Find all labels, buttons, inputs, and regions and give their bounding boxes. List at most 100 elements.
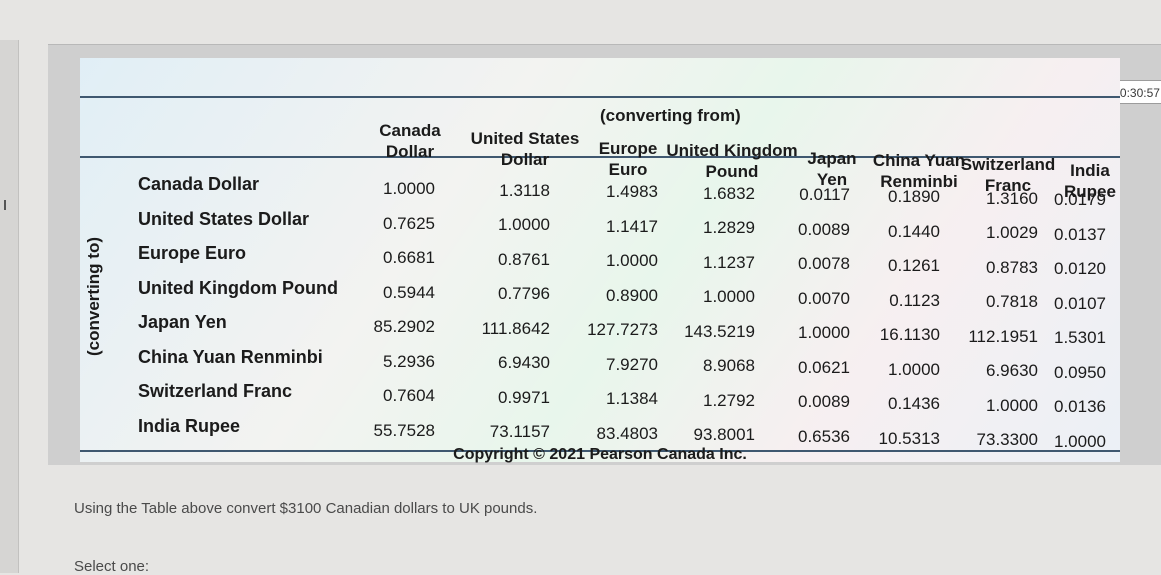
column-header-line: Franc: [984, 176, 1032, 195]
column-header: United Kingdom Pound: [662, 140, 802, 182]
column-header-line: Dollar: [385, 142, 435, 161]
left-panel-edge: [0, 40, 19, 573]
column-header-line: Yen: [816, 170, 848, 189]
column-header: Canada Dollar: [340, 120, 480, 162]
table-cell: 1.6832: [703, 183, 755, 203]
table-cell: 16.1130: [879, 325, 940, 344]
column-header: Japan Yen: [762, 148, 902, 190]
table-cell: 1.1417: [606, 216, 658, 236]
column-header-line: Euro: [608, 160, 648, 179]
table-cell: 0.0136: [1054, 397, 1106, 417]
column-header-line: Switzerland: [960, 155, 1056, 174]
column-header: United States Dollar: [455, 128, 595, 170]
table-cell: 0.0089: [798, 219, 850, 239]
table-cell: 1.4983: [606, 182, 658, 202]
table-cell: 0.8900: [606, 285, 658, 305]
table-cell: 0.7818: [986, 292, 1038, 312]
table-cell: 0.6536: [798, 426, 850, 446]
row-label: United States Dollar: [138, 208, 310, 229]
panel-marker: [4, 200, 6, 210]
table-cell: 0.5944: [383, 282, 435, 302]
table-cell: 10.5313: [878, 428, 940, 448]
table-cell: 1.0000: [1054, 431, 1106, 451]
row-label: China Yuan Renminbi: [138, 346, 323, 367]
converting-to-title: (converting to): [84, 237, 103, 356]
question-text: Using the Table above convert $3100 Cana…: [74, 500, 538, 517]
row-label: Canada Dollar: [138, 174, 260, 194]
table-cell: 5.2936: [383, 351, 435, 371]
column-header-line: Pound: [705, 162, 759, 181]
column-header-line: China Yuan: [872, 151, 966, 170]
column-header-line: Rupee: [1064, 182, 1116, 201]
header-divider: [80, 156, 1120, 158]
table-cell: 6.9430: [498, 353, 550, 373]
table-cell: 1.2829: [703, 218, 755, 238]
table-cell: 1.0000: [986, 395, 1038, 415]
table-cell: 1.2792: [703, 390, 755, 410]
table-cell: 85.2902: [373, 317, 435, 336]
table-cell: 0.9971: [498, 387, 550, 407]
column-header-line: Japan: [807, 149, 857, 168]
row-label: Japan Yen: [138, 312, 227, 332]
row-label: Switzerland Franc: [138, 381, 293, 401]
select-one-label: Select one:: [74, 558, 150, 575]
column-header-line: India: [1070, 161, 1110, 180]
table-cell: 0.0179: [1054, 190, 1106, 210]
column-header-line: Canada: [379, 121, 441, 140]
row-label: Europe Euro: [138, 243, 247, 263]
table-cell: 0.0070: [798, 288, 850, 308]
table-cell: 0.7604: [383, 386, 435, 405]
exchange-rate-figure: (converting from) (converting to) Canada…: [80, 58, 1120, 463]
table-cell: 1.0029: [986, 223, 1038, 243]
table-cell: 1.3160: [986, 188, 1038, 208]
table-cell: 1.0000: [606, 251, 658, 271]
table-cell: 8.9068: [703, 356, 755, 376]
table-cell: 0.7796: [498, 284, 550, 304]
table-cell: 0.0950: [1054, 362, 1106, 382]
table-cell: 0.0120: [1054, 259, 1106, 279]
column-header: India Rupee: [1020, 160, 1160, 202]
column-header-line: Europe: [598, 139, 658, 158]
table-cell: 0.7625: [383, 213, 435, 233]
table-cell: 1.0000: [798, 323, 850, 343]
column-header: Europe Euro: [558, 138, 698, 180]
column-header-line: Dollar: [500, 150, 550, 169]
table-cell: 7.9270: [606, 354, 658, 374]
table-cell: 0.0621: [798, 357, 850, 377]
table-cell: 1.0000: [888, 359, 940, 379]
table-cell: 1.3118: [499, 180, 550, 200]
table-cell: 55.7528: [373, 420, 435, 440]
table-cell: 1.5301: [1054, 328, 1106, 348]
table-cell: 0.6681: [383, 248, 435, 267]
table-cell: 0.8761: [498, 249, 550, 269]
column-header-line: United Kingdom: [666, 141, 798, 160]
table-cell: 0.1440: [888, 221, 940, 241]
column-header: Switzerland Franc: [938, 154, 1078, 196]
copyright-notice: Copyright © 2021 Pearson Canada Inc.: [453, 446, 747, 463]
table-cell: 1.0000: [383, 179, 435, 198]
table-cell: 6.9630: [986, 361, 1038, 381]
table-cell: 1.0000: [498, 215, 550, 235]
row-label: India Rupee: [138, 415, 241, 436]
row-label: United Kingdom Pound: [138, 277, 338, 298]
table-cell: 112.1951: [968, 326, 1038, 346]
table-cell: 0.0137: [1054, 224, 1106, 244]
table-cell: 0.0107: [1054, 293, 1106, 313]
table-cell: 73.3300: [976, 430, 1038, 450]
table-cell: 0.1436: [888, 394, 940, 413]
table-cell: 143.5219: [684, 321, 755, 341]
table-cell: 127.7273: [587, 320, 658, 340]
column-header-line: Renminbi: [880, 172, 958, 191]
table-cell: 93.8001: [693, 425, 755, 445]
table-cell: 1.1384: [606, 389, 658, 409]
column-header-line: United States: [470, 129, 580, 148]
exchange-rate-table: [80, 96, 1120, 452]
table-cell: 0.0089: [798, 392, 850, 412]
table-cell: 111.8642: [481, 318, 550, 338]
table-cell: 1.0000: [703, 287, 755, 307]
converting-from-title: (converting from): [600, 106, 741, 125]
column-header: China Yuan Renminbi: [849, 150, 989, 192]
table-cell: 83.4803: [596, 423, 658, 443]
table-cell: 0.0078: [798, 254, 850, 274]
table-cell: 0.1890: [888, 187, 940, 206]
